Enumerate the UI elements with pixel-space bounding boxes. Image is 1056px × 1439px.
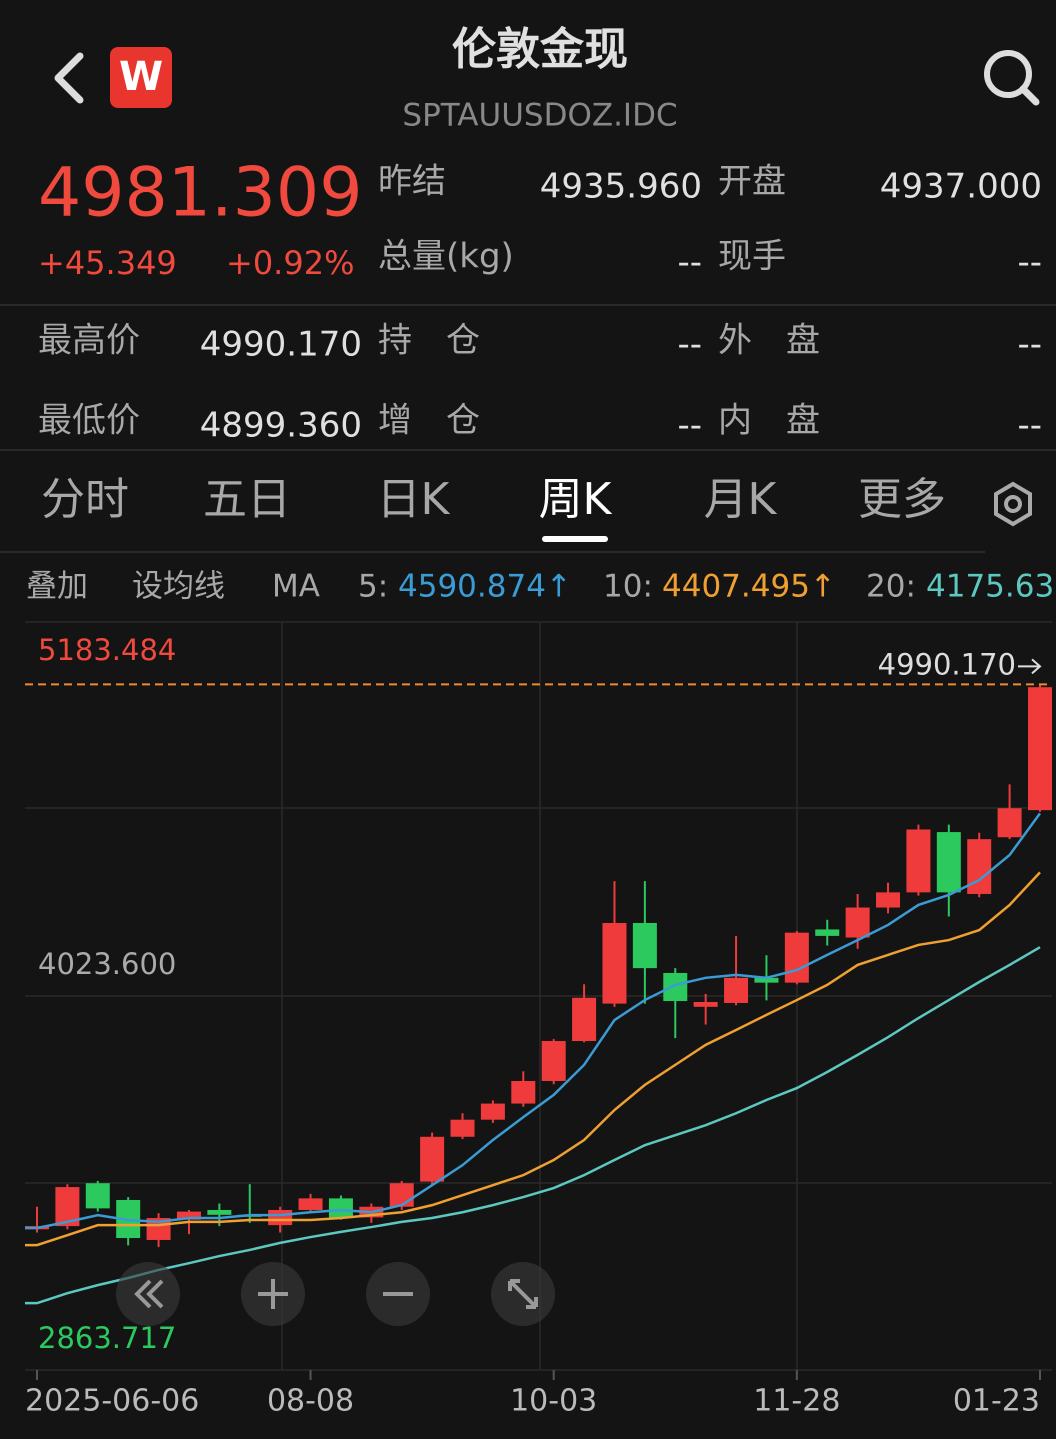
settings-button[interactable]	[994, 481, 1032, 527]
candle-body	[298, 1198, 323, 1210]
candle-body	[754, 977, 779, 983]
field-value: --	[1017, 325, 1042, 365]
tab[interactable]: 五日	[203, 474, 291, 525]
tab-underline	[542, 536, 608, 542]
candle-body	[55, 1187, 80, 1227]
zoom-in-button[interactable]	[241, 1262, 305, 1326]
field-value: --	[677, 325, 702, 365]
candle-body	[997, 808, 1022, 838]
field-value: 4937.000	[880, 167, 1042, 207]
tab[interactable]: 分时	[41, 474, 129, 525]
candle-body	[724, 977, 749, 1003]
x-tick-label: 10-03	[510, 1384, 597, 1419]
y-tick-label: 4023.600	[38, 947, 176, 981]
field-label: 总量(kg)	[378, 237, 514, 277]
candle-body	[572, 997, 597, 1042]
ma-line	[25, 871, 1041, 1247]
logo-badge	[110, 47, 172, 108]
field-label: 开盘	[718, 162, 786, 202]
candle-body	[663, 972, 688, 1002]
field-value: --	[1017, 243, 1042, 283]
search-button[interactable]	[984, 50, 1040, 106]
candle-body	[511, 1080, 536, 1104]
price: 4981.309	[38, 154, 362, 233]
set-ma-button[interactable]: 设均线	[132, 569, 225, 605]
fullscreen-button[interactable]	[491, 1262, 555, 1326]
zoom-out-button[interactable]	[366, 1262, 430, 1326]
code: SPTAUUSDOZ.IDC	[402, 98, 677, 134]
ma-period: 5:	[358, 569, 388, 605]
change-pct: +0.92%	[226, 244, 354, 282]
field-label: 昨结	[378, 162, 446, 202]
scroll-left-button[interactable]	[116, 1262, 180, 1326]
tab[interactable]: 月K	[704, 474, 778, 525]
candle-body	[784, 932, 809, 983]
change: +45.349	[38, 244, 177, 282]
y-tick-label: 2863.717	[38, 1321, 176, 1355]
ma-period: 10:	[603, 569, 653, 605]
field-value: 4990.170	[200, 325, 362, 365]
candle-body	[541, 1041, 566, 1081]
tab-active[interactable]: 周K	[539, 474, 613, 525]
x-tick-label: 11-28	[753, 1384, 840, 1419]
field-value: --	[1017, 406, 1042, 446]
y-tick-label: 5183.484	[38, 633, 176, 667]
x-tick-label: 08-08	[267, 1384, 354, 1419]
ma-value: 4175.633	[926, 569, 1056, 605]
candle-body	[906, 829, 931, 893]
field-label: 内 盘	[718, 401, 820, 441]
field-label: 最低价	[38, 401, 140, 441]
field-label: 持 仓	[378, 321, 480, 361]
field-value: --	[677, 243, 702, 283]
field-value: 4899.360	[200, 406, 362, 446]
candle-body	[85, 1183, 110, 1209]
candle-body	[480, 1103, 505, 1120]
ma-label: MA	[272, 569, 320, 605]
candle-body	[967, 839, 992, 894]
candle-body	[845, 907, 870, 938]
ma-value: 4590.874↑	[398, 569, 572, 605]
candle-body	[936, 832, 961, 893]
candle-body	[268, 1209, 293, 1226]
field-label: 最高价	[38, 321, 140, 361]
candle-body	[207, 1209, 232, 1215]
candle-body	[420, 1136, 445, 1182]
candle-body	[815, 929, 840, 936]
title: 伦敦金现	[452, 24, 628, 75]
tab[interactable]: 更多	[858, 474, 946, 525]
ma-values: 5: 4590.874↑ 10:4407.495↑ 20: 4175.633	[358, 569, 1056, 605]
field-label: 外 盘	[718, 321, 820, 361]
candle-body	[602, 922, 627, 1004]
field-value: --	[677, 406, 702, 446]
tab[interactable]: 日K	[377, 474, 451, 525]
overlay-button[interactable]: 叠加	[26, 569, 88, 605]
ma-line	[25, 812, 1042, 1230]
candle-body	[632, 922, 657, 969]
candle-body	[176, 1211, 201, 1220]
ma-line	[25, 946, 1041, 1305]
candle-body	[328, 1198, 353, 1219]
field-label: 增 仓	[378, 401, 480, 441]
candle-body	[1028, 687, 1052, 811]
zoom-controls	[116, 1262, 555, 1326]
back-button[interactable]	[54, 52, 84, 104]
candle-body	[693, 1001, 718, 1007]
field-label: 现手	[718, 237, 786, 277]
high-label: 4990.170	[878, 647, 1016, 681]
candle-body	[876, 892, 901, 908]
logo: W	[119, 54, 163, 100]
field-value: 4935.960	[540, 167, 702, 207]
x-tick-label: 2025-06-06	[25, 1384, 199, 1419]
high-arrow	[1018, 658, 1042, 675]
ma-value: 4407.495↑	[662, 569, 836, 605]
candle-body	[450, 1119, 475, 1137]
candle-body	[389, 1183, 414, 1207]
x-tick-label: 01-23	[953, 1384, 1040, 1419]
chart: 5183.484 4023.600 2863.717 4990.170 2025-06-…	[25, 621, 1052, 1419]
ma-period: 20:	[866, 569, 916, 605]
